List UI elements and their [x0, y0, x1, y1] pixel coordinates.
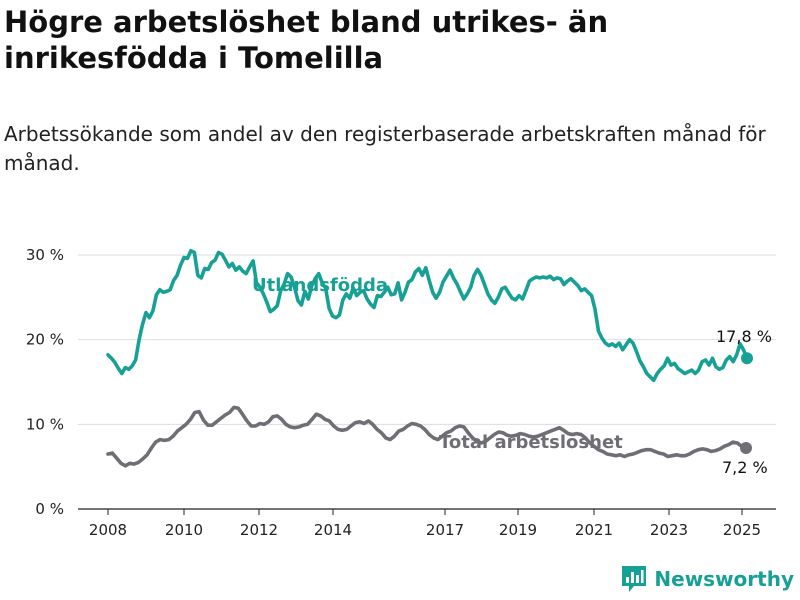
series-line-1 — [106, 405, 748, 468]
x-tick-label: 2019 — [499, 521, 537, 539]
series-end-point-1 — [740, 442, 752, 455]
x-tick-label: 2012 — [240, 521, 278, 539]
x-tick-label: 2021 — [575, 521, 613, 539]
y-axis: 0 % 10 % 20 % 30 % — [26, 246, 64, 518]
series-line-0 — [106, 249, 749, 383]
x-axis: 2008 2010 2012 2014 2017 2019 2021 2023 2025 — [89, 509, 761, 539]
y-tick-label: 30 % — [26, 246, 64, 264]
x-tick-label: 2014 — [314, 521, 352, 539]
series-lines — [106, 249, 753, 468]
series-label-utlandsfodda: Utlandsfödda — [252, 275, 388, 296]
end-label-utlandsfodda: 17,8 % — [716, 327, 772, 346]
series-end-point-0 — [741, 352, 753, 365]
x-tick-label: 2025 — [723, 521, 761, 539]
end-label-total: 7,2 % — [722, 458, 768, 477]
y-tick-label: 10 % — [26, 415, 64, 433]
newsworthy-logo: Newsworthy — [620, 564, 794, 594]
x-tick-label: 2023 — [650, 521, 688, 539]
series-label-total: Total arbetslöshet — [439, 432, 623, 453]
chart-title: Högre arbetslöshet bland utrikes- än inr… — [4, 5, 609, 75]
y-tick-label: 20 % — [26, 331, 64, 349]
y-tick-label: 0 % — [35, 500, 64, 518]
chart-subtitle: Arbetssökande som andel av den registerb… — [4, 122, 766, 175]
x-tick-label: 2017 — [426, 521, 464, 539]
x-tick-label: 2008 — [89, 521, 127, 539]
bar-chart-logo-icon — [622, 566, 647, 592]
logo-text: Newsworthy — [654, 567, 794, 591]
grid-lines — [78, 254, 776, 510]
x-tick-label: 2010 — [165, 521, 203, 539]
